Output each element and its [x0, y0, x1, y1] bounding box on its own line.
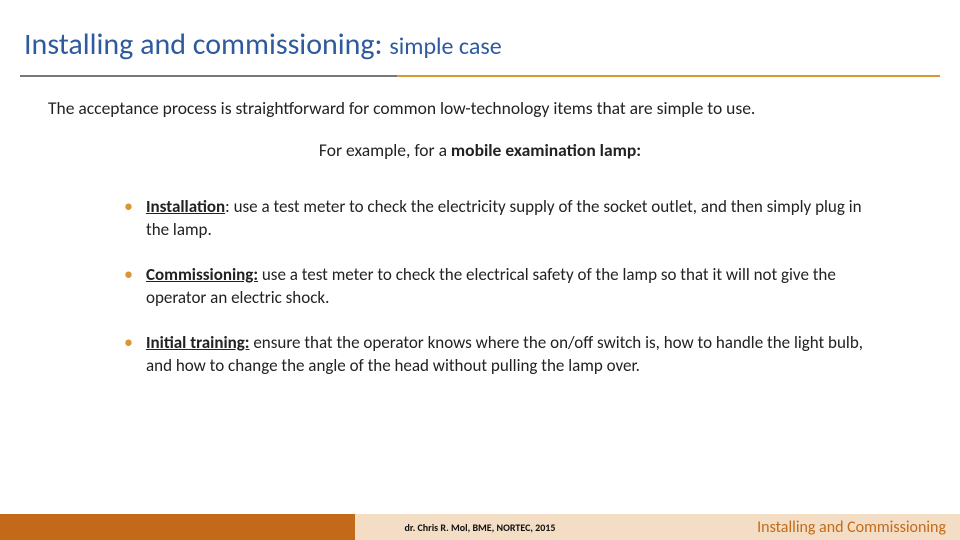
slide-title: Installing and commissioning: simple cas…: [24, 28, 936, 61]
title-sub: simple case: [389, 32, 501, 61]
title-main: Installing and commissioning:: [24, 26, 383, 63]
bullet-text: ensure that the operator knows where the…: [146, 332, 863, 376]
bullet-label: Commissioning:: [146, 264, 258, 285]
bullet-text: use a test meter to check the electricit…: [146, 196, 862, 240]
intro-text: The acceptance process is straightforwar…: [48, 97, 912, 121]
footer-bar: Installing and Commissioning: [0, 514, 960, 540]
example-emphasis: mobile examination lamp:: [451, 139, 641, 161]
bullet-sep: :: [225, 196, 233, 217]
bullet-label: Initial training:: [146, 332, 250, 353]
bullet-list: Installation: use a test meter to check …: [48, 196, 912, 378]
content-region: The acceptance process is straightforwar…: [0, 79, 960, 378]
list-item: Installation: use a test meter to check …: [124, 196, 876, 242]
footer-section-title: Installing and Commissioning: [757, 518, 946, 537]
example-line: For example, for a mobile examination la…: [48, 139, 912, 163]
footer-bar-right: Installing and Commissioning: [355, 514, 960, 540]
bullet-label: Installation: [146, 196, 225, 217]
divider-left: [20, 75, 397, 77]
divider-right: [397, 75, 940, 77]
list-item: Initial training: ensure that the operat…: [124, 332, 876, 378]
example-lead: For example, for a: [319, 139, 451, 161]
title-region: Installing and commissioning: simple cas…: [0, 0, 960, 67]
footer-bar-left: [0, 514, 355, 540]
list-item: Commissioning: use a test meter to check…: [124, 264, 876, 310]
divider: [20, 73, 940, 79]
